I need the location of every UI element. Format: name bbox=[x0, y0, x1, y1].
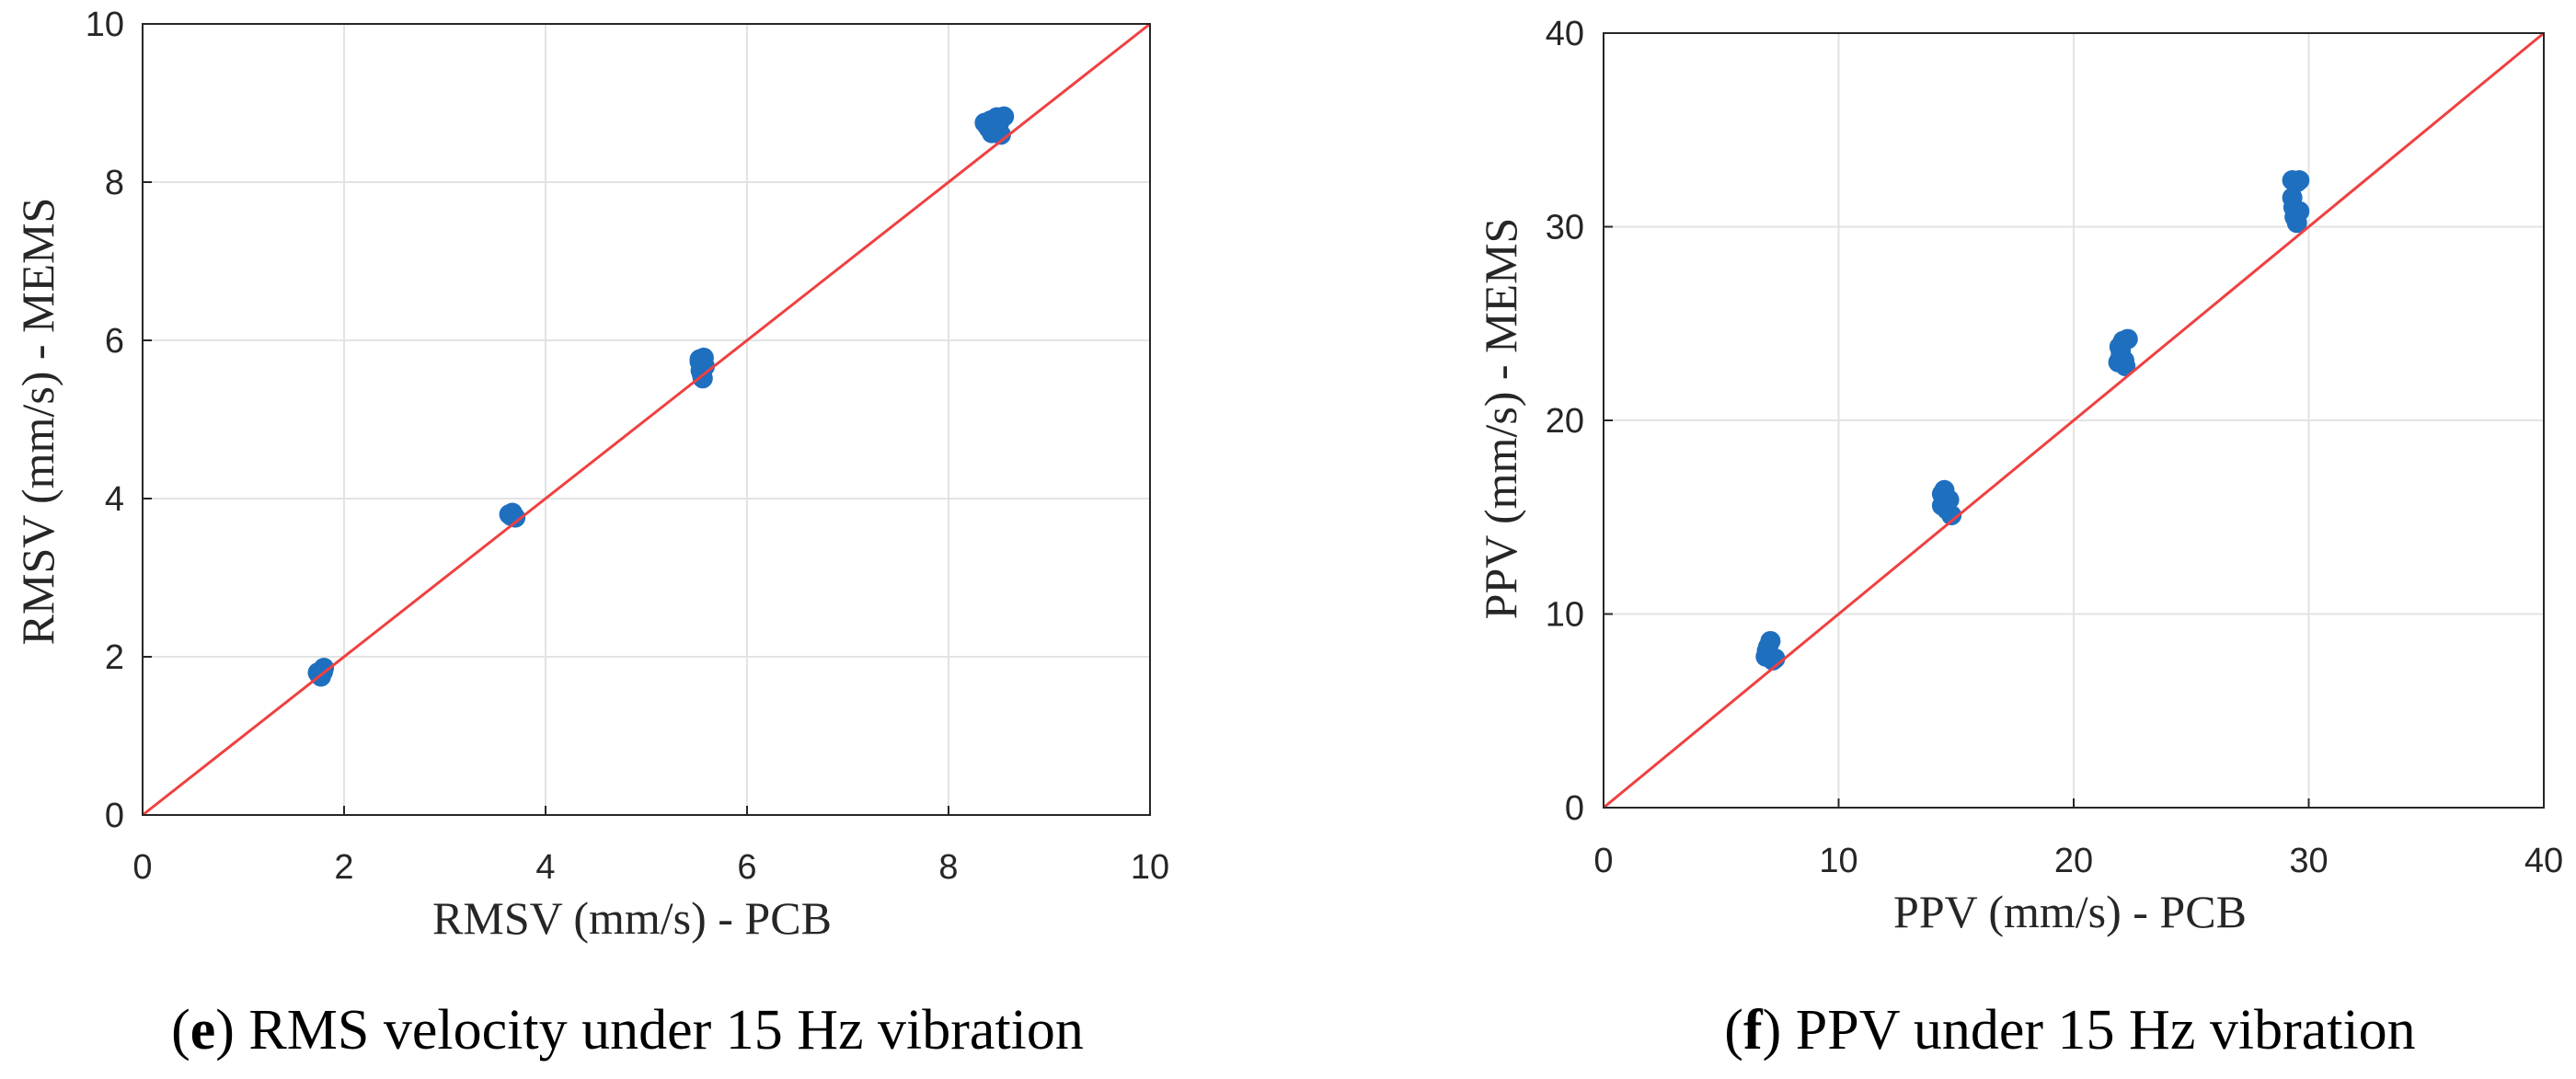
panel-f-caption-text: PPV under 15 Hz vibration bbox=[1796, 999, 2416, 1062]
panel-f-x-tick-label-4: 40 bbox=[2524, 842, 2563, 880]
panel-e-data-point-29 bbox=[974, 112, 995, 133]
panel-f-y-equals-x-line bbox=[1603, 31, 2545, 809]
panel-f-x-tick-label-3: 30 bbox=[2289, 842, 2328, 880]
panel-e-y-tick-label-1: 2 bbox=[105, 638, 124, 677]
panel-e-caption-letter: e bbox=[190, 999, 216, 1062]
panel-e-y-tick-label-4: 8 bbox=[105, 164, 124, 202]
panel-f-data-point-13 bbox=[1934, 479, 1955, 500]
panel-e-caption: (e) RMS velocity under 15 Hz vibration bbox=[171, 999, 1084, 1062]
panel-e-caption-text: RMS velocity under 15 Hz vibration bbox=[248, 999, 1083, 1062]
panel-f-data-point-20 bbox=[2117, 328, 2138, 350]
panel-e-y-tick-label-0: 0 bbox=[105, 797, 124, 835]
panel-f-data-point-27 bbox=[2286, 212, 2307, 234]
panel-f-caption: (f) PPV under 15 Hz vibration bbox=[1724, 999, 2415, 1062]
panel-e-x-tick-label-0: 0 bbox=[132, 848, 152, 887]
panel-e-y-tick-label-3: 6 bbox=[105, 322, 124, 361]
panel-e-reference-line bbox=[142, 22, 1151, 817]
panel-e-x-tick-label-2: 4 bbox=[535, 848, 555, 887]
panel-e-data-point-18 bbox=[689, 351, 710, 373]
panel-e-x-tick-labels: 0 2 4 6 8 10 bbox=[132, 848, 1169, 887]
panel-f-y-tick-label-1: 10 bbox=[1546, 596, 1584, 635]
panel-f-y-tick-label-2: 20 bbox=[1546, 402, 1584, 441]
panel-e-axes-box bbox=[142, 23, 1151, 816]
panel-f-data-point-21 bbox=[2113, 350, 2134, 371]
panel-e-data-point-28 bbox=[994, 106, 1015, 127]
panel-f-axes bbox=[1603, 32, 2545, 809]
panel-f-x-axis-label: PPV (mm/s) - PCB bbox=[1893, 886, 2247, 937]
panel-f-x-tick-label-1: 10 bbox=[1819, 842, 1857, 880]
panel-e-x-tick-label-1: 2 bbox=[334, 848, 353, 887]
panel-e-y-axis-label: RMSV (mm/s) - MEMS bbox=[12, 198, 63, 646]
panel-f-data-point-28 bbox=[2283, 197, 2304, 218]
panel-f-x-tick-label-2: 20 bbox=[2054, 842, 2093, 880]
panel-e-x-axis-label: RMSV (mm/s) - PCB bbox=[432, 892, 832, 944]
panel-e-y-tick-label-2: 4 bbox=[105, 480, 124, 519]
panel-f-ppv-chart: 0 10 20 30 40 0 10 20 30 40 PPV (mm/s) - PCB PPV… bbox=[1475, 15, 2563, 1062]
panel-e-x-tick-label-4: 8 bbox=[938, 848, 958, 887]
panel-f-y-tick-label-3: 30 bbox=[1546, 209, 1584, 247]
panel-e-data-points bbox=[307, 106, 1015, 687]
panel-f-caption-letter: f bbox=[1743, 999, 1764, 1062]
panel-e-x-tick-label-5: 10 bbox=[1131, 848, 1169, 887]
panel-f-y-tick-labels: 0 10 20 30 40 bbox=[1546, 15, 1584, 828]
panel-f-y-axis-label: PPV (mm/s) - MEMS bbox=[1475, 218, 1526, 620]
panel-e-rms-velocity-chart: 0 2 4 6 8 10 0 2 4 6 8 10 RMSV (mm/s) - PCB RMSV (… bbox=[12, 6, 1169, 1062]
panel-f-x-tick-labels: 0 10 20 30 40 bbox=[1593, 842, 2563, 880]
panel-f-y-tick-label-0: 0 bbox=[1565, 789, 1584, 828]
panel-e-y-tick-labels: 0 2 4 6 8 10 bbox=[86, 6, 124, 835]
panel-e-y-tick-label-5: 10 bbox=[86, 6, 124, 44]
panel-e-x-tick-label-3: 6 bbox=[737, 848, 756, 887]
panel-e-axes bbox=[142, 23, 1151, 816]
panel-f-x-tick-label-0: 0 bbox=[1593, 842, 1613, 880]
panel-f-y-tick-label-4: 40 bbox=[1546, 15, 1584, 53]
panel-f-reference-line bbox=[1603, 31, 2545, 809]
panel-f-data-point-29 bbox=[2289, 169, 2310, 190]
panel-e-y-equals-x-line bbox=[142, 22, 1151, 817]
